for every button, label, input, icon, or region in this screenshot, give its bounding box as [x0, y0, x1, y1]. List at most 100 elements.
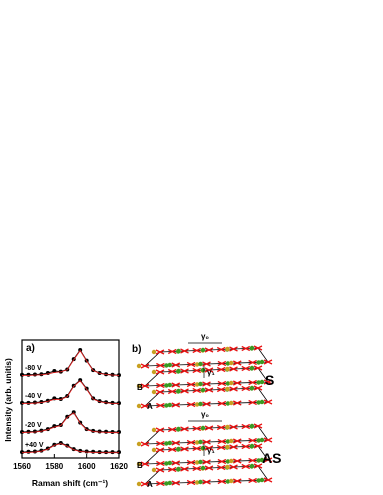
- phonon-arrow: [167, 446, 177, 453]
- atom: [259, 437, 265, 443]
- phonon-arrow: [186, 381, 196, 388]
- phonon-arrow: [167, 466, 177, 473]
- atom: [194, 440, 200, 445]
- phonon-arrow: [140, 481, 150, 487]
- atom: [164, 441, 169, 446]
- phonon-arrow: [171, 480, 181, 486]
- phonon-arrow: [180, 446, 189, 452]
- data-point: [97, 429, 102, 434]
- phonon-arrow: [229, 386, 238, 392]
- data-line: [21, 411, 119, 433]
- series-label: +40 V: [25, 442, 44, 449]
- phonon-arrow: [180, 426, 189, 432]
- phonon-arrow: [232, 400, 242, 406]
- x-tick-label: 1580: [45, 462, 63, 471]
- phonon-arrow: [192, 387, 202, 394]
- phonon-arrow: [248, 457, 257, 464]
- atom: [167, 402, 172, 408]
- series-label: -80 V: [25, 365, 42, 372]
- atom: [229, 478, 234, 484]
- phonon-arrow: [192, 425, 202, 432]
- atom: [151, 349, 157, 355]
- phonon-arrow: [248, 379, 257, 386]
- phonon-arrow: [140, 383, 150, 389]
- phonon-arrow: [156, 362, 165, 369]
- atom: [176, 446, 181, 452]
- atom: [167, 480, 172, 486]
- gamma0-label: γ₀: [201, 332, 209, 341]
- atom: [136, 363, 142, 369]
- atom: [256, 360, 261, 365]
- phonon-arrow: [156, 480, 165, 487]
- phonon-arrow: [241, 443, 251, 450]
- data-point: [117, 430, 121, 435]
- atom: [164, 383, 169, 388]
- atom: [198, 381, 203, 387]
- series-label: -40 V: [25, 393, 42, 400]
- phonon-arrow: [186, 439, 196, 446]
- data-point: [110, 430, 115, 435]
- atom: [225, 439, 231, 444]
- data-point: [117, 401, 121, 406]
- plot-frame: [21, 339, 120, 459]
- phonon-arrow: [171, 440, 181, 446]
- atom: [136, 383, 142, 389]
- atom: [200, 387, 206, 393]
- atom: [229, 380, 234, 386]
- phonon-arrow: [263, 437, 273, 443]
- atom: [176, 466, 181, 472]
- atom: [176, 388, 181, 394]
- phonon-arrow: [229, 366, 238, 372]
- phonon-arrow: [186, 459, 196, 466]
- phonon-arrow: [204, 367, 214, 373]
- phonon-arrow: [253, 365, 263, 371]
- atom: [225, 381, 231, 386]
- phonon-arrow: [229, 444, 238, 450]
- layer-label: A: [147, 480, 153, 489]
- atom: [164, 481, 169, 486]
- data-point: [104, 450, 109, 455]
- phonon-arrow: [241, 385, 251, 392]
- phonon-arrow: [204, 387, 214, 393]
- x-tick-label: 1560: [13, 462, 31, 471]
- atom: [200, 425, 206, 431]
- phonon-arrow: [186, 361, 196, 368]
- atom: [225, 346, 230, 352]
- layer-label: B: [137, 383, 143, 392]
- data-point: [91, 449, 96, 454]
- phonon-arrow: [241, 365, 251, 372]
- data-point: [20, 372, 24, 377]
- atom: [198, 459, 203, 465]
- atom: [200, 367, 206, 373]
- atom: [256, 438, 261, 443]
- atom: [259, 399, 265, 405]
- data-point: [20, 400, 24, 405]
- phonon-arrow: [167, 426, 177, 433]
- atom: [225, 459, 231, 464]
- fit-line: [22, 349, 120, 376]
- phonon-arrow: [248, 399, 257, 406]
- stacking-label: S: [265, 372, 274, 388]
- phonon-arrow: [263, 359, 273, 365]
- phonon-arrow: [204, 425, 214, 431]
- fit-line: [21, 412, 119, 434]
- phonon-arrow: [241, 463, 251, 470]
- phonon-arrow: [232, 380, 242, 386]
- phonon-arrow: [204, 465, 214, 471]
- phonon-arrow: [156, 402, 165, 409]
- data-point: [110, 400, 115, 405]
- atom: [198, 439, 203, 445]
- phonon-arrow: [263, 457, 273, 463]
- phonon-arrow: [156, 460, 165, 467]
- phonon-arrow: [140, 403, 150, 409]
- phonon-arrow: [156, 382, 165, 389]
- phonon-arrow: [167, 348, 177, 355]
- fit-line: [21, 443, 119, 454]
- phonon-arrow: [186, 479, 196, 486]
- atom: [256, 458, 261, 463]
- data-point: [58, 397, 63, 401]
- phonon-arrow: [263, 399, 273, 405]
- layer-label: B: [137, 461, 143, 470]
- gamma1-label: γ₁: [207, 446, 215, 455]
